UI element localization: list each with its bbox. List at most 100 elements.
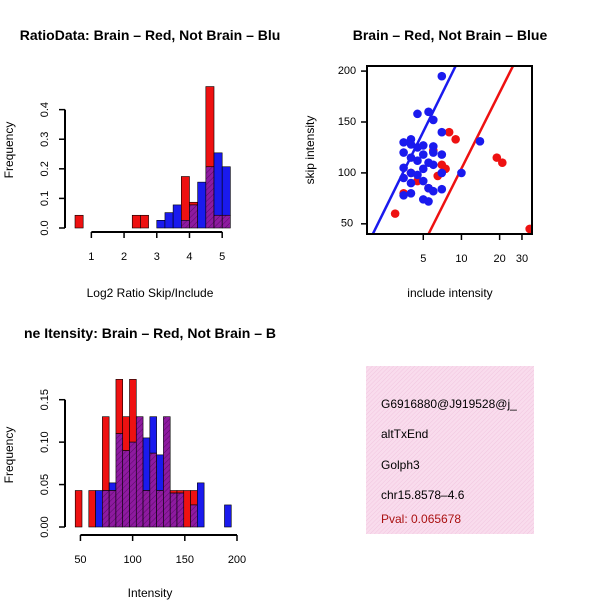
scatter-point-not-brain (399, 191, 408, 200)
scatter-y-tick-label: 150 (338, 116, 356, 128)
event-type-text: altTxEnd (381, 427, 428, 441)
intensity-hist-y-tick-label: 0.15 (39, 389, 51, 410)
ratio-hist-x-tick-label: 3 (154, 251, 160, 263)
ratio-hist-bars (74, 86, 231, 229)
ratio-hist-title: RatioData: Brain – Red, Not Brain – Blu (20, 27, 281, 43)
scatter-title: Brain – Red, Not Brain – Blue (353, 27, 548, 43)
scatter-y-tick-label: 50 (341, 218, 353, 230)
ratio-hist-bar-brain (189, 201, 198, 206)
intensity-hist-bar-overlap (108, 490, 117, 528)
intensity-hist-x-tick-label: 50 (74, 554, 86, 566)
intensity-hist-title: ne Itensity: Brain – Red, Not Brain – B (24, 325, 276, 341)
ratio-hist-bar-overlap (205, 166, 215, 229)
intensity-hist-bar-overlap (176, 492, 185, 528)
intensity-hist-bar-overlap (169, 492, 178, 528)
scatter-axes: 5 10 20 30 50 100 150 200 (338, 65, 533, 265)
intensity-hist-bar-not-brain (224, 504, 232, 528)
intensity-hist-bar-not-brain (149, 416, 157, 454)
scatter-point-not-brain (399, 148, 408, 157)
ratio-hist-x-tick-label: 1 (88, 251, 94, 263)
scatter-point-not-brain (424, 107, 433, 117)
scatter-point-not-brain (437, 184, 447, 194)
intensity-scatter-panel: Brain – Red, Not Brain – Blue 5 10 20 30 50 1… (303, 27, 547, 300)
scatter-ylabel: skip intensity (303, 116, 317, 185)
scatter-point-not-brain (418, 176, 428, 186)
ratio-hist-bar-overlap (189, 204, 198, 229)
intensity-hist-bar-overlap (115, 433, 124, 528)
intensity-hist-bar-brain (183, 490, 191, 528)
scatter-y-tick-label: 100 (338, 167, 356, 179)
scatter-point-not-brain (475, 137, 485, 146)
intensity-hist-bar-brain (102, 416, 110, 491)
scatter-point-not-brain (437, 168, 447, 178)
scatter-point-brain (498, 158, 507, 168)
location-text: chr15.8578–4.6 (381, 488, 465, 502)
intensity-hist-y-tick-label: 0.10 (39, 431, 51, 452)
event-id-text: G6916880@J919528@j_ (381, 397, 517, 411)
scatter-point-not-brain (406, 178, 416, 188)
pval-text: Pval: 0.065678 (381, 512, 461, 526)
intensity-hist-bar-overlap (156, 490, 164, 528)
scatter-point-not-brain (418, 164, 428, 174)
scatter-point-not-brain (413, 170, 422, 180)
ratio-hist-bar-not-brain (164, 212, 174, 229)
event-info-panel: G6916880@J919528@j_ altTxEnd Golph3 chr1… (366, 366, 534, 534)
scatter-point-not-brain (399, 173, 408, 183)
intensity-hist-bar-overlap (135, 416, 144, 528)
scatter-plot-area (371, 66, 532, 234)
intensity-hist-y-tick-label: 0.05 (39, 474, 51, 495)
scatter-x-tick-label: 30 (516, 253, 528, 265)
intensity-hist-bar-not-brain (95, 490, 103, 528)
intensity-hist-bar-overlap (149, 452, 157, 528)
intensity-hist-axes: 50 100 150 200 0.00 0.05 0.10 0.15 (39, 389, 246, 566)
scatter-point-not-brain (399, 163, 408, 173)
intensity-hist-x-tick-label: 150 (176, 554, 194, 566)
scatter-point-not-brain (424, 197, 433, 206)
intensity-hist-bar-overlap (163, 416, 171, 528)
intensity-hist-bar-not-brain (142, 437, 151, 491)
ratio-hist-bar-brain (205, 86, 215, 168)
scatter-point-not-brain (406, 153, 416, 162)
ratio-hist-bar-not-brain (213, 152, 223, 216)
ratio-hist-y-tick-label: 0.3 (39, 132, 51, 147)
scatter-x-tick-label: 20 (494, 253, 506, 265)
scatter-point-not-brain (399, 138, 408, 147)
intensity-hist-bar-not-brain (197, 482, 205, 528)
scatter-point-not-brain (437, 127, 447, 137)
ratio-hist-bar-brain (181, 176, 190, 221)
intensity-hist-bar-brain (169, 490, 178, 494)
scatter-point-not-brain (429, 142, 438, 151)
fit-line-red (427, 66, 515, 234)
scatter-point-not-brain (429, 186, 438, 196)
ratio-hist-bar-brain (74, 214, 84, 229)
intensity-hist-bar-brain (88, 490, 96, 528)
scatter-point-brain (390, 209, 400, 218)
intensity-hist-y-tick-label: 0.00 (39, 516, 51, 537)
scatter-point-not-brain (457, 168, 466, 178)
intensity-hist-bar-brain (176, 490, 185, 494)
ratio-hist-bar-overlap (181, 220, 190, 229)
scatter-point-not-brain (413, 156, 422, 165)
ratio-hist-bar-not-brain (197, 181, 207, 229)
scatter-point-not-brain (406, 168, 416, 178)
intensity-hist-bar-not-brain (156, 454, 164, 491)
scatter-point-brain (525, 224, 532, 234)
scatter-point-not-brain (413, 109, 422, 119)
ratio-hist-bar-overlap (213, 214, 223, 229)
scatter-point-not-brain (406, 140, 416, 149)
intensity-hist-bar-brain (74, 490, 83, 528)
ratio-hist-bar-not-brain (156, 220, 166, 229)
intensity-hist-bar-brain (190, 490, 198, 506)
scatter-point-brain (444, 127, 454, 137)
intensity-hist-xlabel: Intensity (128, 586, 173, 600)
scatter-point-not-brain (418, 150, 428, 159)
scatter-point-not-brain (437, 150, 447, 159)
scatter-point-not-brain (413, 143, 422, 152)
ratio-hist-y-tick-label: 0.1 (39, 191, 51, 206)
intensity-hist-bar-overlap (102, 490, 110, 528)
scatter-point-not-brain (429, 160, 438, 170)
intensity-hist-bar-overlap (122, 450, 130, 528)
ratio-hist-x-tick-label: 4 (186, 251, 192, 263)
intensity-hist-bars (74, 379, 232, 528)
